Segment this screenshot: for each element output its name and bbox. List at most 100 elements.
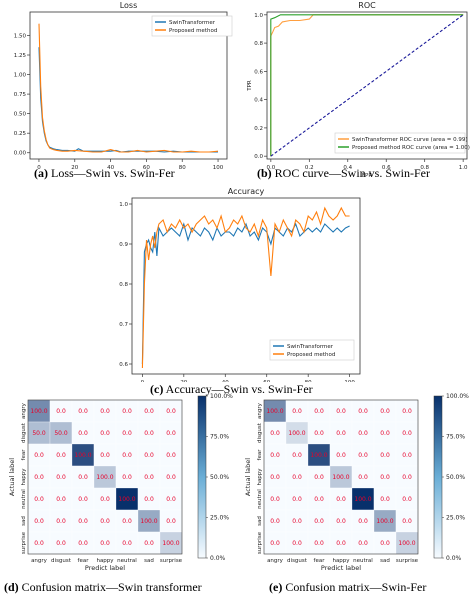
caption-a-letter: (a): [34, 166, 48, 180]
x-class-label: sad: [380, 558, 390, 564]
legend-entry: SwinTransformer: [287, 344, 334, 350]
heatmap-cell-value: 0.0: [100, 408, 110, 415]
heatmap-cell-value: 0.0: [166, 408, 176, 415]
heatmap-cell-value: 0.0: [144, 540, 154, 547]
y-tick-label: 1.0: [254, 13, 263, 19]
y-tick-label: 0.50: [14, 112, 27, 118]
heatmap-cell-value: 0.0: [100, 540, 110, 547]
legend-entry: SwinTransformer ROC curve (area = 0.99): [352, 137, 468, 143]
x-class-label: happy: [332, 558, 350, 564]
series-line-1: [270, 14, 464, 157]
heatmap-cell-value: 0.0: [336, 540, 346, 547]
colorbar-tick-label: 100.0%: [446, 393, 469, 400]
heatmap-cell-value: 0.0: [336, 518, 346, 525]
x-tick-label: 60: [263, 380, 270, 382]
x-class-label: happy: [96, 558, 114, 564]
heatmap-cell-value: 100.0: [332, 474, 349, 481]
confusion-matrix-swin: 100.0 0.0 0.0 0.0 0.0 0.0 0.0 50.0 50.0 0.0 0.0 0.0…: [8, 393, 233, 572]
heatmap-cell-value: 100.0: [74, 452, 91, 459]
heatmap-cell-value: 0.0: [314, 518, 324, 525]
heatmap-cell-value: 0.0: [358, 540, 368, 547]
caption-a-text: Loss—Swin vs. Swin-Fer: [51, 166, 175, 180]
y-axis-label: TPR: [247, 80, 253, 92]
heatmap-cell-value: 0.0: [56, 518, 66, 525]
y-tick-label: 0.4: [254, 98, 263, 104]
heatmap-cell-value: 100.0: [354, 496, 371, 503]
y-class-label: surprise: [21, 531, 27, 554]
x-tick-label: 0.4: [343, 165, 352, 171]
x-tick-label: 0.6: [382, 165, 391, 171]
x-class-label: disgust: [287, 558, 308, 564]
roc-chart: ROC 0.0 0.2 0.4 0.6 0.8 1.0 0.0 0.2 0.4 0.6 0.8 1.0 F…: [247, 1, 470, 179]
heatmap-cell-value: 100.0: [30, 408, 47, 415]
heatmap-cell-value: 0.0: [336, 430, 346, 437]
y-tick-label: 0.6: [254, 69, 263, 75]
x-tick-label: 40: [107, 165, 114, 171]
heatmap-cell-value: 100.0: [118, 496, 135, 503]
heatmap-cell-value: 100.0: [96, 474, 113, 481]
legend-entry: Proposed method: [169, 28, 217, 34]
heatmap-cell-value: 0.0: [314, 496, 324, 503]
y-axis-label: Actual label: [8, 458, 16, 496]
heatmap-cell-value: 100.0: [376, 518, 393, 525]
x-class-label: sad: [144, 558, 154, 564]
heatmap-cell-value: 0.0: [100, 452, 110, 459]
y-class-label: angry: [21, 402, 27, 419]
x-axis-label: FPR: [362, 173, 372, 179]
heatmap-cell-value: 0.0: [144, 430, 154, 437]
heatmap-cell-value: 0.0: [402, 430, 412, 437]
heatmap-cell-value: 0.0: [100, 430, 110, 437]
heatmap-cell-value: 0.0: [380, 430, 390, 437]
colorbar-tick-label: 0.0%: [210, 555, 226, 562]
accuracy-chart: Accuracy 0 20 40 60 80 100 0.6 0.7 0.8 0.9 1.0 SwinT…: [119, 187, 361, 382]
heatmap-cell-value: 0.0: [292, 474, 302, 481]
y-class-label: disgust: [21, 422, 27, 443]
y-axis-label: Actual label: [244, 458, 252, 496]
colorbar-tick-label: 50.0%: [210, 474, 229, 481]
heatmap-cell-value: 0.0: [34, 540, 44, 547]
x-tick-label: 0: [141, 380, 145, 382]
heatmap-cell-value: 100.0: [162, 540, 179, 547]
caption-a: (a) Loss—Swin vs. Swin-Fer: [34, 166, 175, 181]
heatmap-cell-value: 0.0: [144, 452, 154, 459]
x-class-label: fear: [78, 558, 90, 564]
y-tick-label: 0.00: [14, 151, 27, 157]
heatmap-cell-value: 0.0: [100, 518, 110, 525]
caption-d-text: Confusion matrix—Swin transformer: [21, 580, 202, 594]
heatmap-cell-value: 0.0: [144, 474, 154, 481]
heatmap-cell-value: 0.0: [336, 496, 346, 503]
heatmap-cell-value: 0.0: [270, 474, 280, 481]
heatmap-cell-value: 0.0: [402, 518, 412, 525]
y-tick-label: 0.9: [119, 242, 128, 248]
heatmap-cell-value: 0.0: [78, 540, 88, 547]
legend-entry: SwinTransformer: [169, 20, 216, 26]
heatmap-cell-value: 0.0: [314, 408, 324, 415]
heatmap-cell-value: 0.0: [358, 474, 368, 481]
chart-title: Loss: [120, 1, 138, 10]
heatmap-cell-value: 0.0: [380, 408, 390, 415]
heatmap-cell-value: 0.0: [144, 408, 154, 415]
heatmap-cell-value: 0.0: [78, 496, 88, 503]
heatmap-cell-value: 0.0: [56, 452, 66, 459]
y-tick-label: 1.0: [119, 202, 128, 208]
x-tick-label: 80: [179, 165, 186, 171]
heatmap-cell-value: 0.0: [166, 518, 176, 525]
y-class-label: happy: [257, 468, 263, 486]
confusion-matrix-fer: 100.0 0.0 0.0 0.0 0.0 0.0 0.0 0.0 100.0 0.0 0.0 0.0…: [244, 393, 469, 572]
heatmap-cell-value: 0.0: [56, 496, 66, 503]
heatmap-cell-value: 0.0: [34, 518, 44, 525]
caption-d: (d) Confusion matrix—Swin transformer: [4, 580, 202, 595]
x-class-label: surprise: [160, 558, 183, 564]
chart-title: Accuracy: [228, 187, 265, 196]
heatmap-cell-value: 0.0: [34, 452, 44, 459]
caption-b: (b) ROC curve—Swin vs. Swin-Fer: [257, 166, 430, 181]
caption-e-text: Confusion matrix—Swin-Fer: [285, 580, 427, 594]
caption-c: (c) Accuracy—Swin vs. Swin-Fer: [150, 382, 313, 397]
y-tick-label: 0.0: [254, 154, 263, 160]
x-tick-label: 0.2: [305, 165, 314, 171]
legend-entry: Proposed method ROC curve (area = 1.00): [352, 145, 470, 151]
x-tick-label: 1.0: [459, 165, 468, 171]
heatmap-cell-value: 0.0: [358, 518, 368, 525]
heatmap-cell-value: 0.0: [292, 540, 302, 547]
caption-c-text: Accuracy—Swin vs. Swin-Fer: [165, 382, 313, 396]
